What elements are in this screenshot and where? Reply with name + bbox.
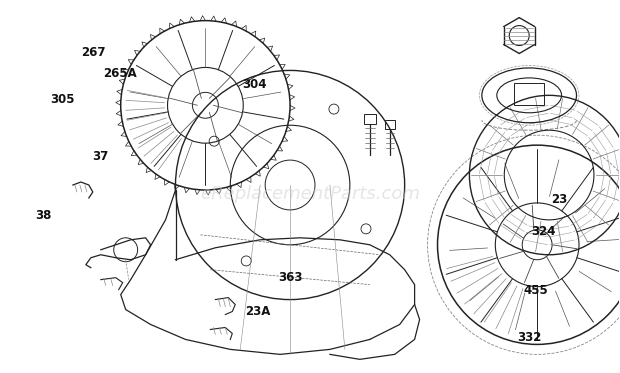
Bar [364, 114, 376, 124]
Text: 324: 324 [531, 225, 556, 238]
Text: 304: 304 [242, 78, 267, 91]
Bar [514, 84, 544, 105]
Text: 23: 23 [551, 193, 567, 206]
Text: 305: 305 [51, 93, 75, 106]
Text: 455: 455 [523, 284, 548, 297]
Text: 23A: 23A [245, 305, 270, 318]
Text: 265A: 265A [103, 67, 137, 80]
Text: 37: 37 [92, 150, 109, 163]
Text: 363: 363 [278, 271, 303, 284]
Text: eReplacementParts.com: eReplacementParts.com [200, 185, 420, 203]
Text: 332: 332 [517, 331, 541, 344]
Text: 267: 267 [81, 46, 106, 59]
Bar [385, 120, 395, 129]
Text: 38: 38 [35, 209, 51, 222]
